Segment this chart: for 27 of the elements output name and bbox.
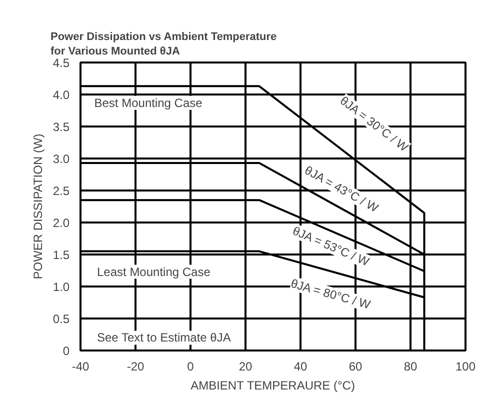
x-tick-label: -20 <box>126 360 144 374</box>
y-tick-label: 2.0 <box>52 216 70 230</box>
x-tick-label: 100 <box>455 360 476 374</box>
x-tick-label: 20 <box>238 360 252 374</box>
x-tick-label: 60 <box>348 360 362 374</box>
annotation: See Text to Estimate θJA <box>97 330 231 345</box>
x-tick-label: 80 <box>404 360 418 374</box>
x-axis-title: AMBIENT TEMPERAURE (°C) <box>190 378 355 392</box>
y-tick-label: 0 <box>62 344 70 358</box>
y-tick-label: 0.5 <box>52 312 70 326</box>
y-tick-label: 3.5 <box>52 120 70 134</box>
y-tick-label: 1.5 <box>52 248 70 262</box>
annotation: Best Mounting Case <box>94 96 203 110</box>
text: θJA = 53°C / W <box>290 224 372 270</box>
x-tick-label: 40 <box>294 360 308 374</box>
x-tick-label: 0 <box>187 360 194 374</box>
x-tick-label: -40 <box>72 360 90 374</box>
y-tick-label: 2.5 <box>52 184 70 198</box>
annotation: Least Mounting Case <box>97 264 211 279</box>
y-tick-label: 4.0 <box>52 88 70 102</box>
text: θJA = 43°C / W <box>302 163 382 216</box>
y-axis-title: POWER DISSIPATION (W) <box>30 134 45 280</box>
y-tick-label: 1.0 <box>52 280 70 294</box>
chart-title: Power Dissipation vs Ambient Temperature for Various Mounted θJA <box>50 31 277 58</box>
y-tick-label: 4.5 <box>52 56 70 70</box>
text: θJA = 80°C / W <box>289 276 373 312</box>
y-tick-label: 3.0 <box>52 152 70 166</box>
